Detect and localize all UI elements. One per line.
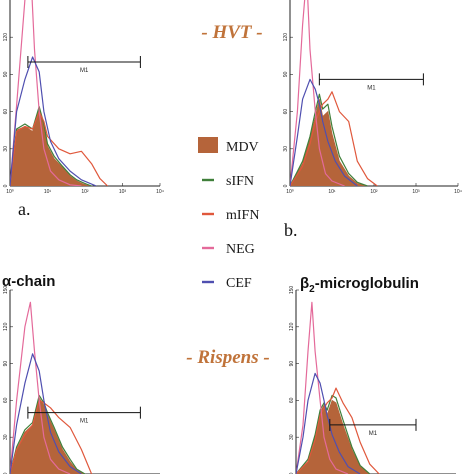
marker-M1: M1 bbox=[27, 406, 141, 425]
series-NEG bbox=[10, 0, 82, 186]
legend: MDV sIFN mIFN NEG CEF bbox=[198, 137, 259, 291]
series-MDV bbox=[10, 107, 92, 186]
y-tick-label: 60 bbox=[3, 397, 9, 403]
y-tick-label: 90 bbox=[3, 361, 9, 367]
series-sIFN bbox=[10, 106, 92, 186]
panel-label-b: b. bbox=[284, 220, 298, 240]
y-tick-label: 30 bbox=[289, 434, 295, 440]
legend-label: NEG bbox=[226, 242, 255, 257]
legend-item-mifn: mIFN bbox=[202, 208, 259, 223]
y-tick-label: 0 bbox=[3, 184, 9, 187]
y-tick-label: 30 bbox=[283, 146, 289, 152]
series-mIFN bbox=[10, 111, 109, 186]
y-tick-label: 120 bbox=[3, 322, 9, 331]
y-tick-label: 120 bbox=[289, 322, 295, 331]
histogram-panels: 0 30 60 90 120 10⁰ 10¹ 10² 10³ 10⁴ M1 0 30 60 90 120 10⁰… bbox=[3, 0, 462, 474]
legend-item-cef: CEF bbox=[202, 276, 252, 291]
x-tick-label: 10⁰ bbox=[286, 189, 294, 195]
y-tick-label: 0 bbox=[283, 184, 289, 187]
panel-title-d-prefix: β bbox=[300, 275, 309, 292]
y-tick-label: 120 bbox=[3, 33, 9, 42]
x-tick-label: 10¹ bbox=[44, 189, 52, 195]
x-tick-label: 10¹ bbox=[328, 189, 336, 195]
series-CEF bbox=[10, 353, 82, 474]
panel-title-d-suffix: -microglobulin bbox=[315, 275, 419, 292]
panel-title-d: β2-microglobulin bbox=[300, 275, 419, 295]
panel-label-a: a. bbox=[18, 199, 31, 219]
histogram-panel-b: 0 30 60 90 120 10⁰ 10¹ 10² 10³ 10⁴ M1 bbox=[283, 0, 462, 195]
legend-label: MDV bbox=[226, 140, 259, 155]
y-tick-label: 60 bbox=[289, 397, 295, 403]
marker-label: M1 bbox=[80, 68, 89, 74]
y-tick-label: 120 bbox=[283, 33, 289, 42]
series-mIFN bbox=[290, 91, 378, 186]
x-tick-label: 10⁴ bbox=[156, 189, 164, 195]
marker-M1: M1 bbox=[329, 418, 417, 437]
legend-label: CEF bbox=[226, 276, 252, 291]
series-NEG bbox=[296, 301, 349, 474]
series-NEG bbox=[290, 0, 345, 186]
y-tick-label: 30 bbox=[3, 146, 9, 152]
y-tick-label: 60 bbox=[3, 109, 9, 115]
x-tick-label: 10³ bbox=[412, 189, 420, 195]
y-tick-label: 90 bbox=[283, 71, 289, 77]
x-tick-label: 10³ bbox=[119, 189, 127, 195]
legend-item-sifn: sIFN bbox=[202, 174, 254, 189]
y-tick-label: 60 bbox=[283, 109, 289, 115]
marker-label: M1 bbox=[367, 85, 376, 91]
series-mIFN bbox=[296, 387, 380, 474]
x-tick-label: 10² bbox=[81, 189, 89, 195]
legend-item-neg: NEG bbox=[202, 242, 255, 257]
x-tick-label: 10² bbox=[370, 189, 378, 195]
series-MDV bbox=[10, 396, 86, 474]
series-CEF bbox=[10, 56, 97, 186]
histogram-panel-a: 0 30 60 90 120 10⁰ 10¹ 10² 10³ 10⁴ M1 bbox=[3, 0, 164, 195]
histogram-panel-c: 0 30 60 90 120 150 M1 bbox=[3, 286, 160, 474]
y-tick-label: 0 bbox=[289, 472, 295, 474]
legend-label: sIFN bbox=[226, 174, 254, 189]
virus-label-bottom: - Rispens - bbox=[186, 347, 269, 368]
marker-M1: M1 bbox=[318, 73, 424, 91]
legend-swatch bbox=[198, 137, 218, 153]
y-tick-label: 150 bbox=[3, 286, 9, 295]
marker-label: M1 bbox=[369, 431, 378, 437]
virus-label-top: - HVT - bbox=[201, 22, 262, 43]
series-NEG bbox=[10, 301, 71, 474]
marker-M1: M1 bbox=[27, 56, 141, 74]
y-tick-label: 90 bbox=[289, 361, 295, 367]
panel-title-d-subscript: 2 bbox=[309, 284, 315, 295]
legend-label: mIFN bbox=[226, 208, 259, 223]
x-tick-label: 10⁰ bbox=[6, 189, 14, 195]
y-tick-label: 0 bbox=[3, 472, 9, 474]
series-sIFN bbox=[290, 93, 368, 186]
histogram-panel-d: 0 30 60 90 120 150 M1 bbox=[289, 286, 456, 474]
y-tick-label: 30 bbox=[3, 434, 9, 440]
y-tick-label: 90 bbox=[3, 71, 9, 77]
x-tick-label: 10⁴ bbox=[454, 189, 462, 195]
legend-item-mdv: MDV bbox=[198, 137, 259, 155]
series-sIFN bbox=[296, 394, 371, 474]
series-CEF bbox=[296, 372, 361, 474]
y-tick-label: 150 bbox=[289, 286, 295, 295]
panel-title-c: α-chain bbox=[2, 273, 55, 290]
marker-label: M1 bbox=[80, 419, 89, 425]
series-CEF bbox=[290, 78, 358, 186]
